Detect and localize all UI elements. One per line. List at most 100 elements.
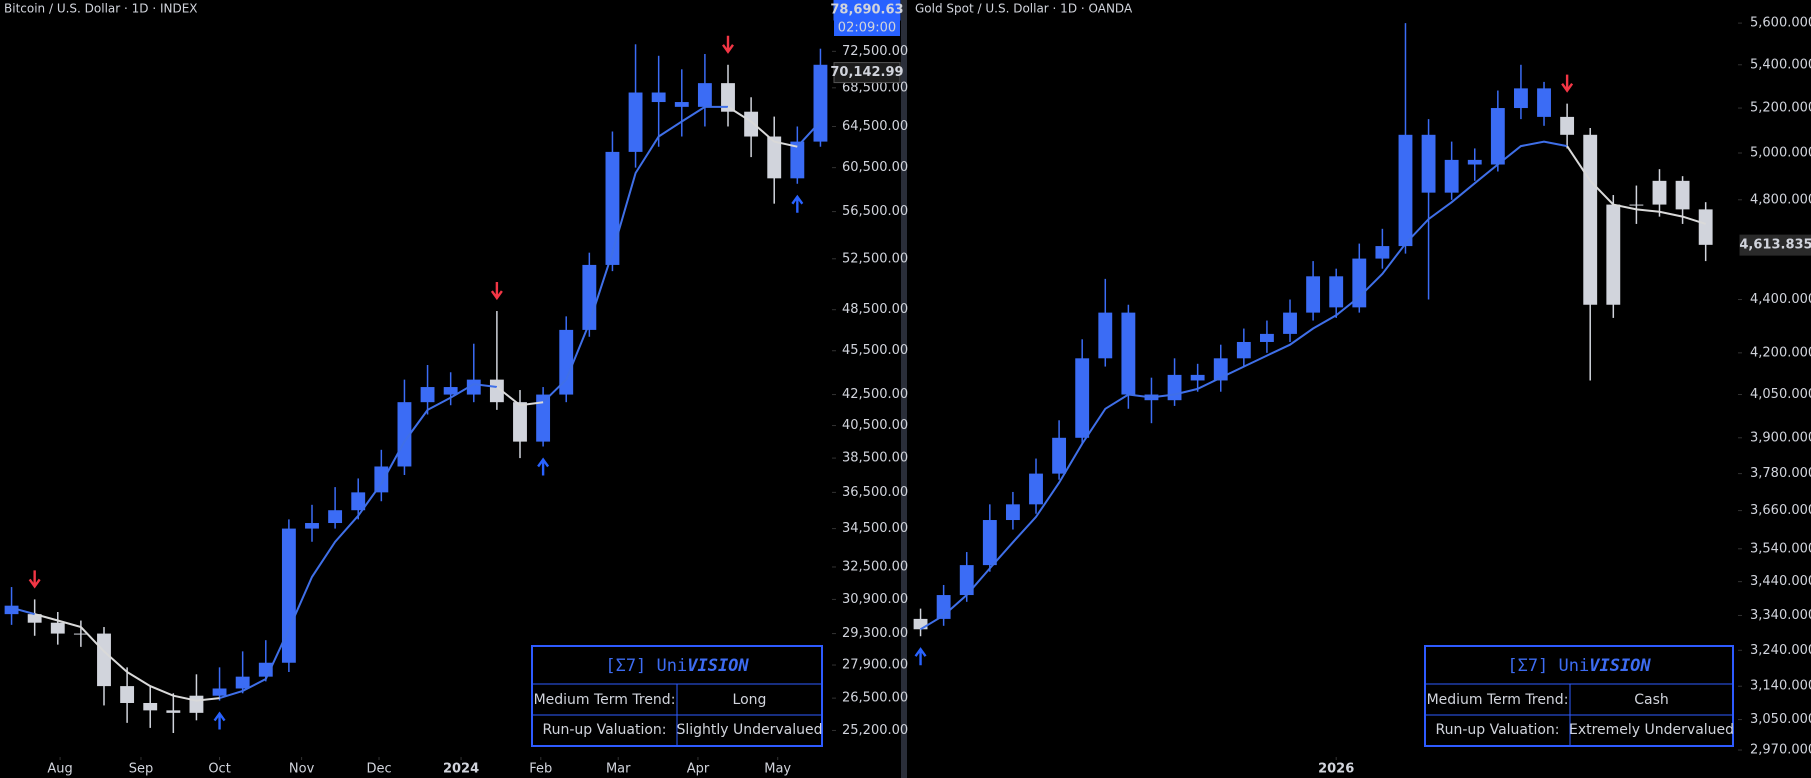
plot-area xyxy=(4,44,828,734)
y-tick-label: 4,200.000 xyxy=(1750,345,1811,360)
candle-body xyxy=(1421,134,1436,193)
y-tick-label: 3,660.000 xyxy=(1750,503,1811,518)
candle-body xyxy=(628,92,643,152)
trend-line xyxy=(11,105,822,700)
y-tick-label: 30,900.00 xyxy=(842,592,908,607)
candle-body xyxy=(97,633,111,687)
title-prefix: [Σ7] Uni xyxy=(605,656,687,676)
candle-body xyxy=(120,686,135,703)
pane-divider[interactable] xyxy=(901,0,907,778)
y-tick-label: 40,500.00 xyxy=(842,418,908,433)
title-emphasis: VISION xyxy=(1589,656,1651,676)
candle-body xyxy=(50,622,65,634)
candle-body xyxy=(1583,134,1598,305)
signal-arrow xyxy=(213,711,226,730)
y-tick-label: 5,600.000 xyxy=(1750,16,1811,31)
x-tick-label: Aug xyxy=(47,762,72,777)
y-tick-label: 4,800.000 xyxy=(1750,192,1811,207)
y-tick-label: 45,500.00 xyxy=(842,343,908,358)
candle-body xyxy=(351,492,366,511)
y-tick-label: 36,500.00 xyxy=(842,485,908,500)
candle-body xyxy=(790,141,805,179)
x-tick-label: Feb xyxy=(529,762,552,777)
row-label: Run-up Valuation: xyxy=(542,722,666,738)
candle-body xyxy=(328,510,343,524)
trend-line xyxy=(1566,145,1707,225)
candle-body xyxy=(1329,276,1344,308)
x-tick-label: May xyxy=(764,762,791,777)
y-tick-label: 56,500.00 xyxy=(842,204,908,219)
table-title: [Σ7] UniVISION xyxy=(605,656,749,676)
price-label: 78,690.63 xyxy=(830,3,903,18)
candle-body xyxy=(1167,374,1182,401)
candle-body xyxy=(1306,276,1321,313)
candle-body xyxy=(1537,88,1551,117)
y-tick-label: 25,200.00 xyxy=(842,723,908,738)
row-value: Long xyxy=(733,692,767,708)
candle-body xyxy=(420,387,435,403)
candle-body xyxy=(1121,312,1136,395)
candle-body xyxy=(397,402,412,467)
chart-header: Gold Spot / U.S. Dollar · 1D · OANDA xyxy=(915,2,1133,16)
y-tick-label: 29,300.00 xyxy=(842,626,908,641)
candle-body xyxy=(1005,504,1020,521)
y-tick-label: 38,500.00 xyxy=(842,451,908,466)
candle-body xyxy=(1375,246,1390,259)
candle-body xyxy=(189,695,204,713)
y-tick-label: 2,970.000 xyxy=(1750,743,1811,758)
price-label-box xyxy=(1739,234,1811,256)
trend-line xyxy=(34,106,798,702)
row-value: Slightly Undervalued xyxy=(676,722,822,738)
candle-body xyxy=(744,111,759,137)
candle-body xyxy=(1352,258,1367,308)
candle-body xyxy=(1467,159,1482,165)
candle-body xyxy=(513,402,527,442)
x-tick-label: Nov xyxy=(289,762,315,777)
row-value: Cash xyxy=(1634,692,1669,708)
x-tick-label: Dec xyxy=(366,762,391,777)
y-tick-label: 3,540.000 xyxy=(1750,541,1811,556)
y-tick-label: 3,140.000 xyxy=(1750,679,1811,694)
y-tick-label: 5,000.000 xyxy=(1750,145,1811,160)
candle-body xyxy=(443,387,458,395)
signal-arrow xyxy=(490,282,503,301)
chart-header: Bitcoin / U.S. Dollar · 1D · INDEX xyxy=(4,2,198,16)
candle-body xyxy=(1398,134,1413,247)
y-tick-label: 5,400.000 xyxy=(1750,57,1811,72)
candle-body xyxy=(1606,204,1621,305)
candle-body xyxy=(1629,204,1644,206)
row-value: Extremely Undervalued xyxy=(1569,722,1734,738)
candle-body xyxy=(674,102,689,107)
y-tick-label: 3,440.000 xyxy=(1750,574,1811,589)
candle-body xyxy=(1098,312,1113,359)
row-label: Run-up Valuation: xyxy=(1435,722,1559,738)
candle-body xyxy=(1514,88,1528,109)
y-tick-label: 3,340.000 xyxy=(1750,608,1811,623)
title-emphasis: VISION xyxy=(687,656,749,676)
candle-body xyxy=(559,329,574,395)
x-tick-label: 2024 xyxy=(443,762,479,777)
candle-body xyxy=(489,379,504,403)
candle-body xyxy=(73,633,88,635)
candle-body xyxy=(1675,180,1690,210)
candle-body xyxy=(27,614,42,623)
candle-body xyxy=(466,379,481,395)
candle-body xyxy=(536,394,551,442)
candle-body xyxy=(1490,108,1505,165)
candle-body xyxy=(281,528,296,663)
candle-body xyxy=(1560,116,1575,135)
candle-body xyxy=(767,136,782,179)
plot-area xyxy=(913,23,1713,637)
info-table xyxy=(1424,645,1734,747)
price-label-box xyxy=(833,62,901,84)
x-tick-label: 2026 xyxy=(1318,762,1354,777)
row-label: Medium Term Trend: xyxy=(1427,692,1569,708)
x-tick-label: Mar xyxy=(606,762,631,777)
signal-arrow xyxy=(1561,74,1574,93)
price-label: 70,142.99 xyxy=(830,65,903,80)
row-label: Medium Term Trend: xyxy=(534,692,676,708)
x-tick-label: Sep xyxy=(129,762,154,777)
y-tick-label: 64,500.00 xyxy=(842,119,908,134)
countdown-box xyxy=(834,20,900,36)
